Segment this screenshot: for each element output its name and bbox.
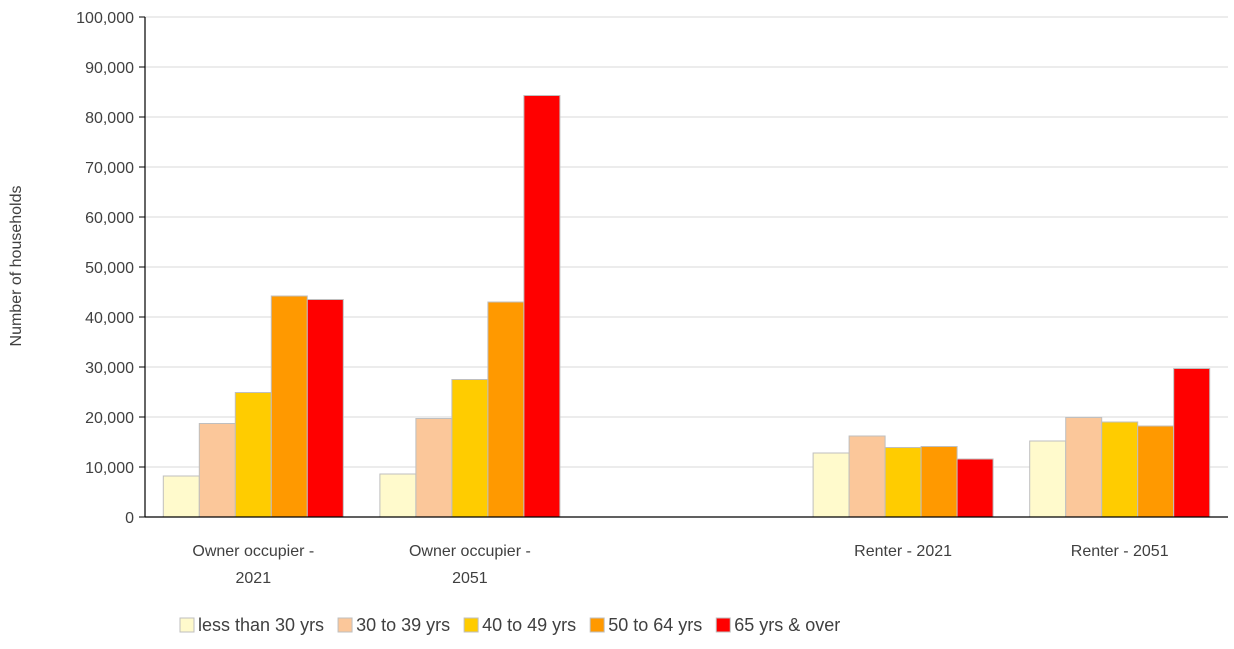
bar	[1101, 421, 1139, 518]
bar	[379, 473, 417, 518]
y-tick-label: 30,000	[85, 360, 134, 377]
bar	[812, 452, 850, 518]
bar	[234, 392, 272, 518]
x-category-label: 2051	[452, 570, 488, 587]
y-tick-label: 40,000	[85, 310, 134, 327]
bar	[523, 95, 561, 518]
legend-swatch	[179, 617, 195, 633]
x-category-labels: Owner occupier - 2021 Owner occupier - 2051…	[192, 543, 1168, 587]
bar	[884, 447, 922, 518]
bar	[487, 301, 525, 518]
bar	[1173, 368, 1211, 518]
bar	[848, 435, 886, 518]
x-category-label: Renter - 2021	[854, 543, 952, 560]
y-tick-label: 70,000	[85, 160, 134, 177]
bar	[415, 418, 453, 518]
axes	[139, 16, 1228, 518]
bar	[451, 379, 489, 518]
x-category-label: Renter - 2051	[1071, 543, 1169, 560]
y-tick-label: 60,000	[85, 210, 134, 227]
bar	[162, 475, 200, 518]
legend-swatch	[463, 617, 479, 633]
x-category-label: Owner occupier -	[409, 543, 531, 560]
bar	[270, 295, 308, 518]
bar	[956, 458, 994, 518]
y-tick-label: 20,000	[85, 410, 134, 427]
legend-label: 40 to 49 yrs	[482, 615, 576, 635]
legend-label: 30 to 39 yrs	[356, 615, 450, 635]
legend-label: 50 to 64 yrs	[608, 615, 702, 635]
bar	[198, 423, 236, 518]
bar	[1065, 417, 1103, 518]
legend-label: less than 30 yrs	[198, 615, 324, 635]
y-tick-label: 100,000	[76, 10, 134, 27]
bar	[306, 299, 344, 518]
x-category-label: 2021	[236, 570, 272, 587]
y-tick-label: 50,000	[85, 260, 134, 277]
y-tick-label: 80,000	[85, 110, 134, 127]
legend-swatch	[337, 617, 353, 633]
y-axis-title: Number of households	[8, 186, 25, 347]
bar	[1029, 440, 1067, 518]
x-category-label: Owner occupier -	[192, 543, 314, 560]
legend: less than 30 yrs 30 to 39 yrs 40 to 49 yrs…	[179, 615, 840, 635]
y-tick-labels: 0 10,000 20,000 30,000 40,000 50,000 60,000 70,…	[76, 10, 134, 527]
y-tick-label: 90,000	[85, 60, 134, 77]
y-tick-label: 0	[125, 510, 134, 527]
legend-label: 65 yrs & over	[734, 615, 840, 635]
y-tick-label: 10,000	[85, 460, 134, 477]
bar	[920, 446, 958, 518]
bars	[162, 95, 1211, 518]
legend-swatch	[589, 617, 605, 633]
bar	[1137, 425, 1175, 518]
legend-swatch	[715, 617, 731, 633]
